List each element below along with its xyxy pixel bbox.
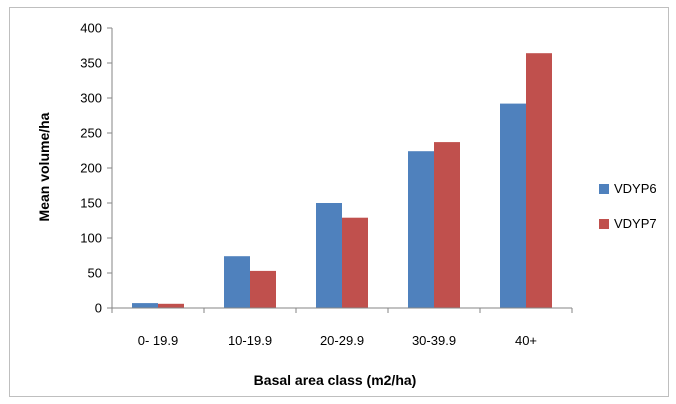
bar-vdyp7-3 <box>434 142 460 308</box>
bars <box>132 53 552 309</box>
chart-frame <box>9 7 669 397</box>
bar-vdyp7-1 <box>250 270 276 308</box>
axes <box>111 28 572 309</box>
x-axis-ticks: 0- 19.9 10-19.9 20-29.9 30-39.9 40+ <box>111 308 573 348</box>
y-tick-label: 350 <box>80 56 102 71</box>
x-axis-title: Basal area class (m2/ha) <box>254 372 417 388</box>
y-tick-label: 0 <box>95 301 102 316</box>
y-axis-ticks: 0 50 100 150 200 250 300 350 400 <box>80 21 112 316</box>
bar-vdyp7-4 <box>526 53 552 309</box>
x-tick-label: 0- 19.9 <box>138 333 178 348</box>
x-tick-label: 10-19.9 <box>228 333 272 348</box>
y-axis-title: Mean volume/ha <box>36 112 52 221</box>
x-tick-label: 20-29.9 <box>320 333 364 348</box>
y-tick-label: 200 <box>80 161 102 176</box>
y-tick-label: 150 <box>80 196 102 211</box>
legend-label-vdyp7: VDYP7 <box>614 216 657 231</box>
y-tick-label: 400 <box>80 21 102 36</box>
legend: VDYP6 VDYP7 <box>599 181 657 231</box>
y-tick-label: 50 <box>88 266 102 281</box>
y-tick-label: 100 <box>80 231 102 246</box>
bar-vdyp6-1 <box>224 256 250 308</box>
legend-swatch-vdyp7 <box>599 219 609 229</box>
legend-label-vdyp6: VDYP6 <box>614 181 657 196</box>
legend-swatch-vdyp6 <box>599 184 609 194</box>
x-tick-label: 40+ <box>515 333 537 348</box>
bar-vdyp6-0 <box>132 303 158 308</box>
y-tick-label: 300 <box>80 91 102 106</box>
bar-vdyp7-2 <box>342 217 368 308</box>
y-tick-label: 250 <box>80 126 102 141</box>
bar-vdyp6-3 <box>408 151 434 308</box>
bar-vdyp6-2 <box>316 203 342 308</box>
bar-vdyp7-0 <box>158 303 184 308</box>
x-tick-label: 30-39.9 <box>412 333 456 348</box>
bar-vdyp6-4 <box>500 103 526 308</box>
